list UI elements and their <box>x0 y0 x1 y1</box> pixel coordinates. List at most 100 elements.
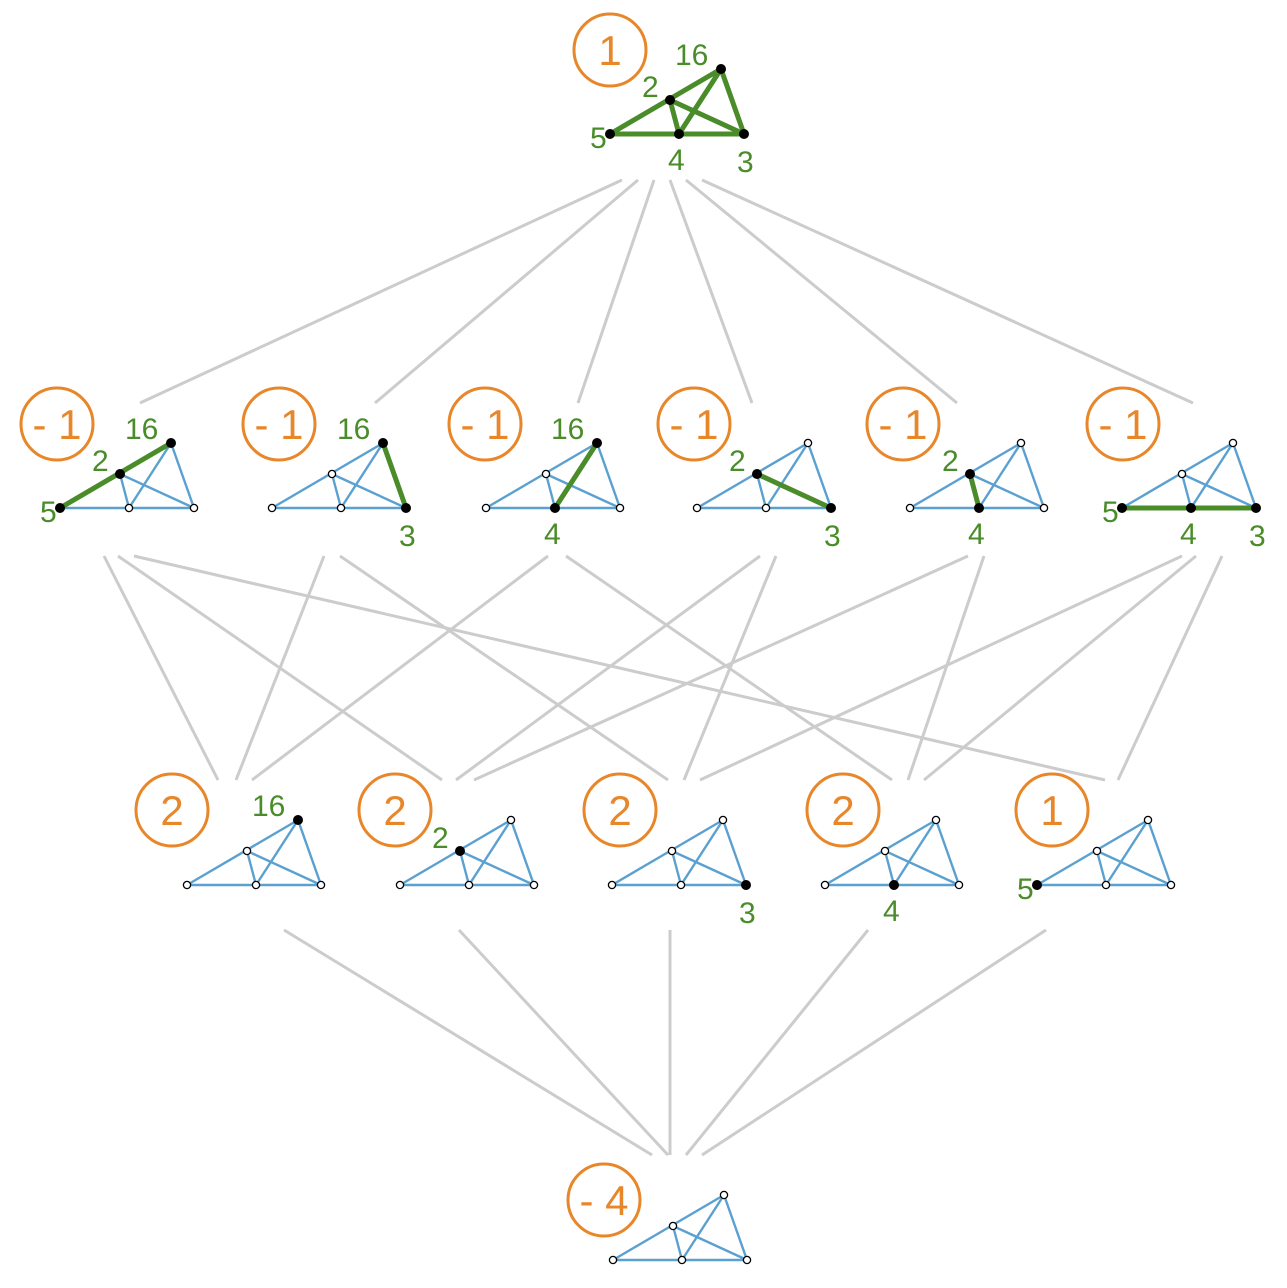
point-2 <box>115 469 125 479</box>
lattice-edge <box>104 556 218 780</box>
point-2 <box>1178 470 1185 477</box>
figure-segment <box>120 474 129 508</box>
lattice-edge <box>924 556 1196 780</box>
point-3 <box>401 503 411 513</box>
point-2 <box>669 1222 676 1229</box>
point-3 <box>530 881 537 888</box>
lattice-edge <box>578 180 654 403</box>
lattice-edge <box>686 180 957 403</box>
figure-segment <box>673 1226 682 1260</box>
figure-segment <box>894 820 936 885</box>
badge-value: - 1 <box>1098 401 1147 448</box>
point-label-16: 16 <box>337 413 370 446</box>
badge-value: 2 <box>160 787 183 834</box>
badge-value: 1 <box>598 27 621 74</box>
point-2 <box>1093 847 1100 854</box>
node-top: 1 16 2 5 4 3 <box>574 14 754 179</box>
point-label-3: 3 <box>399 520 416 553</box>
lattice-edges <box>104 180 1222 1155</box>
point-2 <box>243 847 250 854</box>
figure-segment <box>460 851 469 885</box>
point-16 <box>1144 816 1151 823</box>
node-r1-b: - 1 16 3 <box>243 388 416 553</box>
point-label-4: 4 <box>544 518 561 551</box>
figure-segment <box>1106 820 1148 885</box>
point-16 <box>1017 439 1024 446</box>
point-2 <box>965 469 975 479</box>
figure-segment <box>546 474 555 508</box>
point-4 <box>337 504 344 511</box>
point-4 <box>889 880 899 890</box>
point-2 <box>881 847 888 854</box>
point-16 <box>932 816 939 823</box>
lattice-edge <box>1118 556 1222 780</box>
point-4 <box>252 881 259 888</box>
point-3 <box>190 504 197 511</box>
lattice-edge <box>375 180 638 403</box>
point-2 <box>328 470 335 477</box>
point-4 <box>1102 881 1109 888</box>
point-2 <box>542 470 549 477</box>
badge-value: - 1 <box>32 401 81 448</box>
point-label-3: 3 <box>737 146 754 179</box>
point-3 <box>739 129 749 139</box>
node-r2-c: 23 <box>584 774 756 930</box>
badge-value: - 1 <box>669 401 718 448</box>
badge-value: - 1 <box>254 401 303 448</box>
point-label-2: 2 <box>729 445 746 478</box>
point-label-16: 16 <box>252 790 285 823</box>
node-r2-a: 2 16 <box>136 774 325 889</box>
point-5 <box>396 881 403 888</box>
lattice-edge <box>284 930 652 1155</box>
figure-segment <box>469 820 511 885</box>
lattice-edge <box>700 556 1182 780</box>
point-3 <box>1167 881 1174 888</box>
lattice-edge <box>702 180 1193 403</box>
node-r2-e: 15 <box>1016 774 1175 906</box>
point-label-5: 5 <box>1017 873 1034 906</box>
point-16 <box>804 439 811 446</box>
lattice-edge <box>459 930 668 1155</box>
point-4 <box>550 503 560 513</box>
figure-segment <box>682 1195 724 1260</box>
point-5 <box>821 881 828 888</box>
lattice-nodes: 1 16254 3- 1 1625- 1 163- 1 164- 123- 124- 15… <box>21 14 1266 1264</box>
point-5 <box>482 504 489 511</box>
point-4 <box>974 503 984 513</box>
point-2 <box>752 469 762 479</box>
point-label-4: 4 <box>968 518 985 551</box>
point-3 <box>955 881 962 888</box>
point-label-4: 4 <box>1180 518 1197 551</box>
point-3 <box>743 1256 750 1263</box>
lattice-edge <box>908 556 984 780</box>
point-5 <box>906 504 913 511</box>
point-5 <box>608 881 615 888</box>
point-label-5: 5 <box>40 496 57 529</box>
node-r2-b: 22 <box>359 774 538 889</box>
point-3 <box>826 503 836 513</box>
highlight-segment <box>970 474 979 508</box>
badge-value: - 4 <box>579 1177 628 1224</box>
point-4 <box>465 881 472 888</box>
point-16 <box>166 438 176 448</box>
point-label-3: 3 <box>739 897 756 930</box>
badge-value: 2 <box>383 787 406 834</box>
figure-segment <box>672 851 681 885</box>
highlight-segment <box>555 443 597 508</box>
point-4 <box>678 1256 685 1263</box>
figure-segment <box>341 443 383 508</box>
point-3 <box>317 881 324 888</box>
lattice-edge <box>474 556 968 780</box>
point-label-5: 5 <box>1102 496 1119 529</box>
point-5 <box>693 504 700 511</box>
point-16 <box>1229 439 1236 446</box>
lattice-edge <box>670 180 752 403</box>
point-16 <box>716 64 726 74</box>
point-16 <box>293 815 303 825</box>
figure-segment <box>1097 851 1106 885</box>
point-4 <box>1186 503 1196 513</box>
point-label-4: 4 <box>668 144 685 177</box>
node-r2-d: 24 <box>807 774 963 928</box>
point-label-2: 2 <box>92 445 109 478</box>
